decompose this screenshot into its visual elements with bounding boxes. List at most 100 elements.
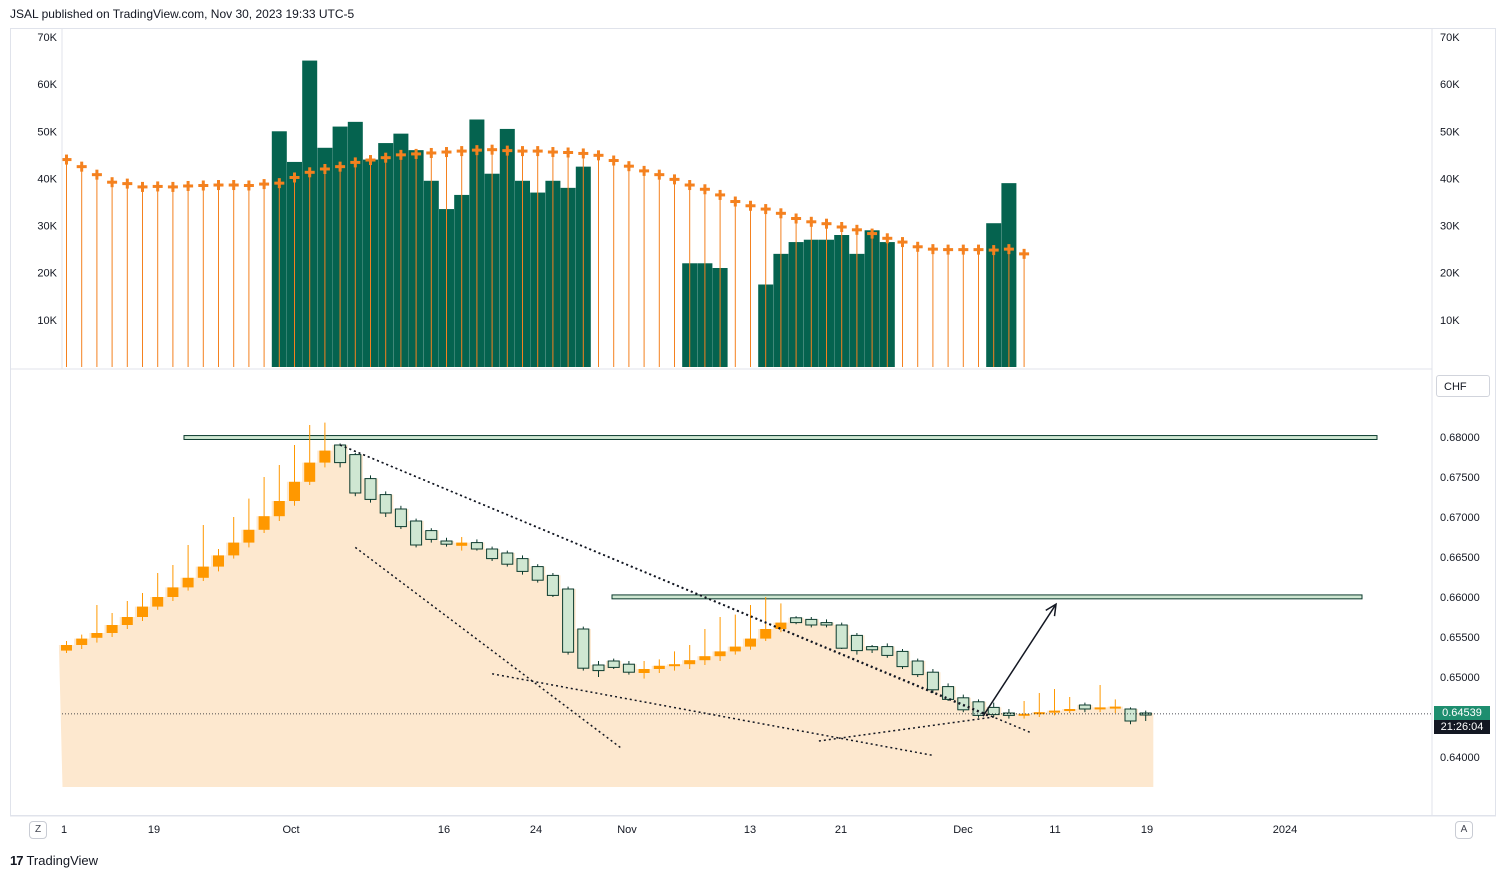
- candle-body: [61, 645, 72, 651]
- candle-body: [745, 638, 756, 647]
- candle-body: [775, 622, 787, 629]
- auto-scale-button[interactable]: A: [1455, 821, 1473, 839]
- volume-ma-cross-v: [232, 180, 236, 191]
- price-candle: [896, 649, 909, 669]
- price-candle: [684, 645, 696, 669]
- candle-body: [653, 665, 665, 669]
- volume-tick-right: 20K: [1440, 268, 1460, 280]
- volume-ma-cross-v: [597, 150, 600, 161]
- resistance-zone: [611, 594, 1363, 600]
- volume-ma-point: [775, 208, 786, 219]
- currency-label[interactable]: CHF: [1436, 375, 1490, 397]
- volume-ma-point: [563, 147, 574, 158]
- candle-body: [1033, 712, 1045, 715]
- price-tick: 0.65000: [1440, 672, 1480, 684]
- candle-body: [501, 552, 514, 565]
- volume-ma-cross-v: [399, 149, 403, 160]
- candle-body: [805, 618, 818, 626]
- candle-body: [820, 622, 833, 626]
- volume-ma-point: [365, 155, 376, 166]
- candle-body: [349, 454, 362, 494]
- price-candle: [669, 651, 680, 671]
- volume-ma-point: [502, 145, 513, 156]
- price-candle: [592, 661, 605, 677]
- volume-ma-cross-v: [794, 213, 798, 224]
- candle-body: [926, 671, 939, 691]
- price-candle: [699, 629, 711, 665]
- price-candle: [820, 619, 833, 628]
- volume-ma-point: [198, 180, 209, 191]
- volume-ma-point: [639, 165, 650, 176]
- candle-body: [850, 634, 863, 652]
- volume-ma-cross-v: [657, 169, 661, 180]
- candle-body: [319, 450, 331, 463]
- price-candle: [364, 475, 377, 503]
- candle-body: [152, 597, 164, 607]
- volume-tick-right: 50K: [1440, 126, 1460, 138]
- candle-body: [425, 530, 438, 540]
- volume-ma-cross-v: [977, 244, 980, 255]
- volume-ma-cross-v: [536, 146, 540, 157]
- volume-ma-cross-v: [961, 244, 965, 255]
- tradingview-logo-icon: 17: [10, 853, 24, 868]
- candle-body: [638, 669, 650, 673]
- volume-ma-point: [319, 164, 330, 174]
- volume-ma-cross-v: [612, 155, 616, 166]
- time-tick: 24: [530, 824, 542, 836]
- publisher-header: JSAL published on TradingView.com, Nov 3…: [10, 7, 355, 21]
- price-candle: [942, 683, 955, 701]
- price-candle: [197, 525, 209, 581]
- candle-body: [258, 516, 270, 530]
- volume-ma-point: [289, 172, 300, 183]
- candle-body: [866, 646, 879, 651]
- zoom-button[interactable]: Z: [29, 821, 47, 839]
- volume-ma-cross-v: [384, 152, 388, 163]
- volume-ma-point: [851, 224, 862, 235]
- volume-ma-cross-v: [916, 241, 920, 252]
- candle-body: [486, 548, 499, 560]
- volume-ma-point: [517, 146, 528, 157]
- volume-ma-cross-v: [566, 147, 570, 158]
- price-candle: [501, 550, 514, 567]
- candle-body: [76, 638, 88, 645]
- time-tick: 11: [1049, 824, 1060, 836]
- price-candle: [577, 626, 590, 671]
- candle-body: [121, 617, 133, 625]
- volume-ma-cross-v: [475, 145, 479, 156]
- price-tick: 0.66000: [1440, 592, 1480, 604]
- volume-ma-point: [578, 148, 589, 159]
- footer-brand[interactable]: 17 TradingView: [10, 853, 98, 868]
- price-candle: [622, 661, 635, 675]
- volume-ma-point: [137, 181, 148, 192]
- time-tick: Dec: [953, 824, 973, 836]
- time-tick: 19: [148, 824, 160, 836]
- volume-ma-point: [456, 146, 467, 157]
- volume-ma-point: [1003, 244, 1014, 255]
- volume-tick-right: 10K: [1440, 315, 1460, 327]
- volume-ma-point: [623, 161, 634, 172]
- candle-body: [622, 663, 635, 673]
- price-candle: [653, 659, 665, 673]
- candle-body: [243, 529, 255, 543]
- price-candle: [531, 564, 544, 583]
- volume-ma-point: [699, 184, 710, 195]
- price-tick: 0.65500: [1440, 632, 1480, 644]
- volume-ma-cross-v: [733, 196, 737, 207]
- volume-tick-left: 10K: [37, 315, 57, 327]
- candle-body: [714, 651, 726, 657]
- price-tick: 0.67500: [1440, 472, 1480, 484]
- volume-ma-point: [593, 150, 604, 161]
- price-candle: [289, 445, 300, 506]
- footer-brand-label: TradingView: [26, 853, 99, 868]
- volume-ma-point: [882, 233, 893, 244]
- countdown-tag: 21:26:04: [1434, 720, 1490, 734]
- volume-ma-point: [897, 237, 908, 248]
- price-candle: [394, 505, 407, 529]
- axes: 10K 10K 20K 20K 30K 30K 40K 40K 50K 50K 60K 60K 70K 7…: [10, 29, 1496, 836]
- volume-ma-cross-v: [749, 200, 752, 211]
- volume-ma-point: [259, 179, 270, 190]
- volume-ma-point: [380, 152, 391, 163]
- candle-body: [1064, 709, 1076, 711]
- volume-ma-point: [350, 157, 361, 168]
- volume-ma-point: [304, 167, 315, 178]
